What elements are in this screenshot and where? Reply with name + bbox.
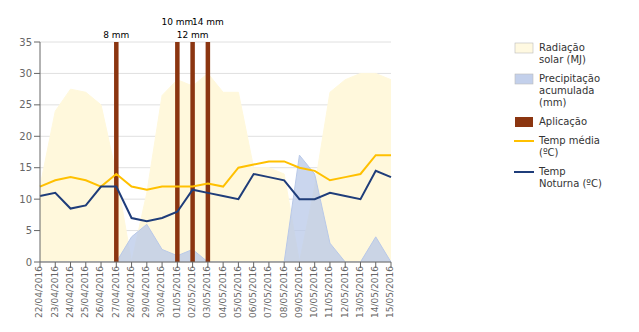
svg-text:09/05/2016: 09/05/2016 — [294, 266, 304, 318]
svg-text:08/05/2016: 08/05/2016 — [279, 266, 289, 318]
svg-text:23/04/2016: 23/04/2016 — [50, 266, 60, 318]
svg-text:26/04/2016: 26/04/2016 — [95, 266, 105, 318]
html-text:Temp média: Temp média — [539, 135, 600, 146]
svg-text:07/05/2016: 07/05/2016 — [263, 266, 273, 318]
svg-text:06/05/2016: 06/05/2016 — [248, 266, 258, 318]
svg-text:20: 20 — [19, 131, 32, 142]
svg-text:24/04/2016: 24/04/2016 — [65, 266, 75, 318]
svg-text:10/05/2016: 10/05/2016 — [309, 266, 319, 318]
html-text:Noturna (ºC): Noturna (ºC) — [539, 178, 602, 189]
svg-text:25/04/2016: 25/04/2016 — [80, 266, 90, 318]
svg-text:14/05/2016: 14/05/2016 — [370, 266, 380, 318]
html-text:solar (MJ): solar (MJ) — [539, 54, 586, 65]
html-text:Temp: Temp — [539, 166, 566, 177]
svg-text:28/04/2016: 28/04/2016 — [126, 266, 136, 318]
svg-text:22/04/2016: 22/04/2016 — [34, 266, 44, 318]
svg-text:35: 35 — [19, 37, 32, 48]
svg-text:30/04/2016: 30/04/2016 — [156, 266, 166, 318]
html-text:(mm): (mm) — [539, 97, 567, 108]
svg-text:12/05/2016: 12/05/2016 — [340, 266, 350, 318]
svg-text:04/05/2016: 04/05/2016 — [218, 266, 228, 318]
svg-text:01/05/2016: 01/05/2016 — [172, 266, 182, 318]
svg-text:27/04/2016: 27/04/2016 — [111, 266, 121, 318]
svg-text:8 mm: 8 mm — [103, 30, 129, 40]
svg-text:14 mm: 14 mm — [192, 17, 224, 27]
svg-text:12 mm: 12 mm — [177, 30, 209, 40]
svg-text:11/05/2016: 11/05/2016 — [324, 266, 334, 318]
svg-text:30: 30 — [19, 68, 32, 79]
svg-text:29/04/2016: 29/04/2016 — [141, 266, 151, 318]
html-text:Aplicação: Aplicação — [539, 116, 588, 127]
html-text:Radiação: Radiação — [539, 42, 585, 53]
html-text:Precipitação: Precipitação — [539, 73, 601, 84]
svg-text:02/05/2016: 02/05/2016 — [187, 266, 197, 318]
svg-text:5: 5 — [26, 225, 32, 236]
html-text:acumulada: acumulada — [539, 85, 595, 96]
svg-text:15/05/2016: 15/05/2016 — [385, 266, 395, 318]
svg-text:25: 25 — [19, 99, 32, 110]
svg-text:10: 10 — [19, 194, 32, 205]
svg-text:10 mm: 10 mm — [161, 17, 193, 27]
svg-text:0: 0 — [26, 257, 32, 268]
svg-text:13/05/2016: 13/05/2016 — [355, 266, 365, 318]
svg-text:05/05/2016: 05/05/2016 — [233, 266, 243, 318]
svg-text:03/05/2016: 03/05/2016 — [202, 266, 212, 318]
html-text:(ºC): (ºC) — [539, 147, 559, 158]
svg-text:15: 15 — [19, 162, 32, 173]
